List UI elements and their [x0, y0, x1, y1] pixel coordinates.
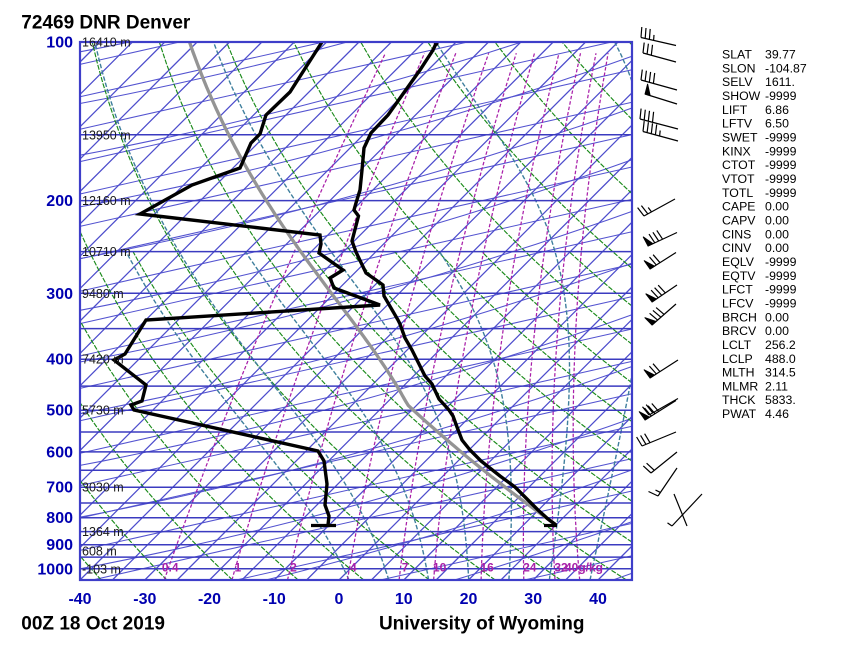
svg-text:-9999: -9999 — [765, 296, 797, 310]
svg-text:-103 m: -103 m — [82, 562, 121, 576]
svg-text:12160 m: 12160 m — [82, 194, 131, 208]
svg-text:PWAT: PWAT — [722, 407, 757, 421]
svg-text:800: 800 — [46, 510, 73, 527]
svg-text:-30: -30 — [133, 591, 156, 608]
svg-text:900: 900 — [46, 537, 73, 554]
svg-text:100: 100 — [46, 35, 73, 52]
svg-text:0.00: 0.00 — [765, 324, 789, 338]
svg-text:LFTV: LFTV — [722, 117, 753, 131]
svg-text:0.00: 0.00 — [765, 241, 789, 255]
svg-text:-9999: -9999 — [765, 186, 797, 200]
svg-text:LCLT: LCLT — [722, 338, 752, 352]
svg-text:CAPV: CAPV — [722, 214, 756, 228]
svg-text:CTOT: CTOT — [722, 158, 756, 172]
svg-text:MLTH: MLTH — [722, 366, 755, 380]
svg-text:700: 700 — [46, 480, 73, 497]
svg-text:20: 20 — [460, 591, 478, 608]
svg-text:1611.: 1611. — [765, 75, 795, 89]
svg-text:4: 4 — [350, 561, 357, 575]
svg-text:EQLV: EQLV — [722, 255, 755, 269]
svg-text:7420 m: 7420 m — [82, 353, 124, 367]
svg-text:1364 m: 1364 m — [82, 525, 124, 539]
svg-text:0.4: 0.4 — [162, 561, 179, 575]
svg-text:-20: -20 — [198, 591, 221, 608]
svg-text:-9999: -9999 — [765, 283, 797, 297]
svg-text:10710 m: 10710 m — [82, 245, 131, 259]
svg-text:500: 500 — [46, 403, 73, 420]
svg-text:University of Wyoming: University of Wyoming — [379, 614, 585, 635]
svg-text:314.5: 314.5 — [765, 366, 796, 380]
svg-text:00Z 18 Oct 2019: 00Z 18 Oct 2019 — [21, 614, 165, 635]
svg-text:488.0: 488.0 — [765, 352, 796, 366]
svg-text:LCLP: LCLP — [722, 352, 753, 366]
svg-text:300: 300 — [46, 286, 73, 303]
svg-text:LFCT: LFCT — [722, 283, 753, 297]
svg-text:32: 32 — [554, 561, 568, 575]
svg-text:6.50: 6.50 — [765, 117, 789, 131]
svg-text:SWET: SWET — [722, 131, 758, 145]
svg-text:6.86: 6.86 — [765, 103, 789, 117]
svg-text:0.00: 0.00 — [765, 227, 789, 241]
svg-text:16: 16 — [480, 561, 494, 575]
svg-text:10: 10 — [433, 561, 447, 575]
svg-text:9480 m: 9480 m — [82, 287, 124, 301]
svg-text:-9999: -9999 — [765, 144, 797, 158]
svg-text:MLMR: MLMR — [722, 379, 758, 393]
svg-text:4.46: 4.46 — [765, 407, 789, 421]
svg-text:-9999: -9999 — [765, 89, 797, 103]
svg-text:TOTL: TOTL — [722, 186, 753, 200]
svg-text:VTOT: VTOT — [722, 172, 755, 186]
svg-text:CINS: CINS — [722, 227, 751, 241]
svg-text:0.00: 0.00 — [765, 200, 789, 214]
svg-text:-9999: -9999 — [765, 269, 797, 283]
svg-text:CINV: CINV — [722, 241, 752, 255]
svg-text:7: 7 — [402, 561, 409, 575]
svg-text:SLON: SLON — [722, 61, 756, 75]
svg-text:256.2: 256.2 — [765, 338, 796, 352]
svg-text:30: 30 — [524, 591, 542, 608]
svg-text:40g/kg: 40g/kg — [565, 561, 603, 575]
svg-text:1: 1 — [235, 561, 242, 575]
svg-text:CAPE: CAPE — [722, 200, 756, 214]
svg-text:600: 600 — [46, 444, 73, 461]
svg-text:EQTV: EQTV — [722, 269, 756, 283]
svg-text:1000: 1000 — [37, 561, 73, 578]
svg-text:200: 200 — [46, 193, 73, 210]
svg-text:-104.87: -104.87 — [765, 61, 807, 75]
svg-text:13950 m: 13950 m — [82, 128, 131, 142]
svg-text:0.00: 0.00 — [765, 310, 789, 324]
svg-text:39.77: 39.77 — [765, 48, 796, 62]
svg-text:-40: -40 — [68, 591, 91, 608]
svg-text:24: 24 — [523, 561, 537, 575]
svg-text:BRCH: BRCH — [722, 310, 757, 324]
svg-text:SHOW: SHOW — [722, 89, 761, 103]
svg-text:5833.: 5833. — [765, 393, 796, 407]
svg-text:-9999: -9999 — [765, 131, 797, 145]
svg-text:SELV: SELV — [722, 75, 753, 89]
svg-text:16410 m: 16410 m — [82, 36, 131, 50]
svg-text:40: 40 — [589, 591, 607, 608]
svg-text:-9999: -9999 — [765, 158, 797, 172]
svg-text:5730 m: 5730 m — [82, 404, 124, 418]
svg-text:-9999: -9999 — [765, 255, 797, 269]
svg-text:LFCV: LFCV — [722, 296, 754, 310]
svg-text:400: 400 — [46, 352, 73, 369]
svg-text:SLAT: SLAT — [722, 48, 752, 62]
svg-text:THCK: THCK — [722, 393, 756, 407]
svg-text:2.11: 2.11 — [765, 379, 788, 393]
svg-text:10: 10 — [395, 591, 413, 608]
svg-text:608 m: 608 m — [82, 545, 117, 559]
svg-text:2: 2 — [290, 561, 297, 575]
svg-text:BRCV: BRCV — [722, 324, 757, 338]
svg-text:KINX: KINX — [722, 144, 751, 158]
svg-text:72469 DNR Denver: 72469 DNR Denver — [21, 12, 191, 33]
svg-text:LIFT: LIFT — [722, 103, 748, 117]
svg-text:-10: -10 — [263, 591, 286, 608]
svg-text:3030 m: 3030 m — [82, 481, 124, 495]
svg-text:0.00: 0.00 — [765, 214, 789, 228]
svg-text:0: 0 — [335, 591, 344, 608]
svg-text:-9999: -9999 — [765, 172, 797, 186]
